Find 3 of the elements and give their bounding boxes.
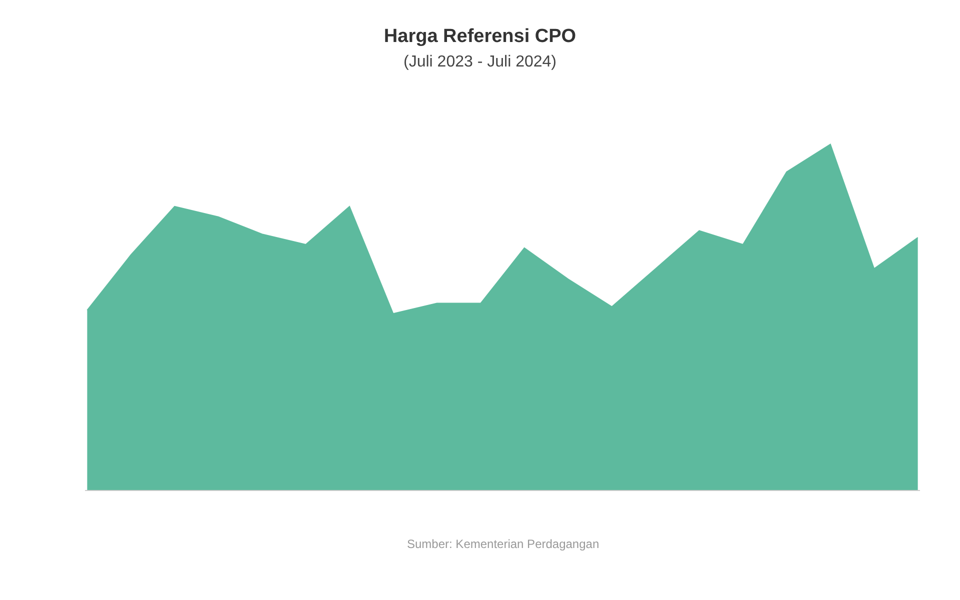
chart-title: Harga Referensi CPO — [384, 26, 576, 47]
text: Sumber: Kementerian Perdagangan — [407, 537, 600, 551]
chart-subtitle: (Juli 2023 - Juli 2024) — [404, 54, 556, 71]
